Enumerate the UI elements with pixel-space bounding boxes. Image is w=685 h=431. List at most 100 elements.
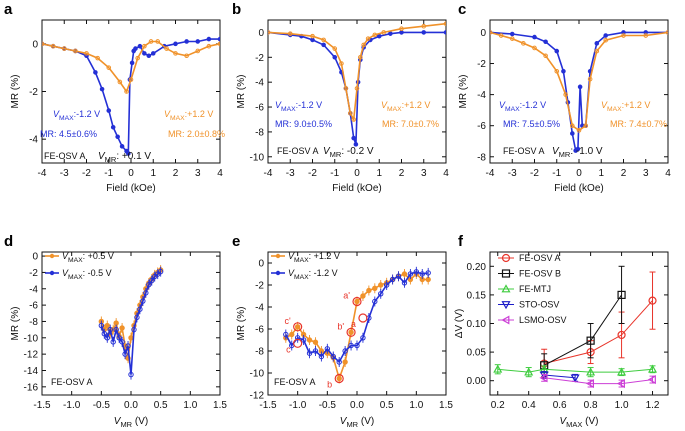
series-line-c-1 (490, 31, 668, 132)
y-tick-label: 0 (32, 252, 38, 263)
data-point (366, 287, 372, 294)
y-tick-label: -8 (255, 127, 264, 138)
y-axis-label-c: MR (%) (458, 75, 469, 109)
data-point (360, 335, 366, 341)
plot-area-f: 0.2 0.4 0.6 0.8 1.0 1.2 0.00 0.05 0.10 0.15 0.20 (467, 251, 669, 411)
data-point (330, 353, 336, 360)
x-tick-label: 0.8 (584, 400, 598, 411)
data-marker (586, 367, 596, 376)
data-point (421, 23, 427, 29)
data-point (113, 326, 119, 333)
data-point (50, 43, 56, 49)
data-point (300, 337, 307, 343)
y-tick-label: 0 (258, 259, 264, 270)
x-tick-label: 0.0 (124, 400, 138, 411)
data-point (115, 134, 120, 140)
data-marker (524, 367, 534, 376)
data-point (361, 42, 366, 48)
x-tick-label: 2 (399, 168, 405, 179)
data-point (294, 335, 301, 341)
data-point (570, 131, 575, 136)
annotation-a-2: VMAX:+1.2 V (164, 109, 213, 122)
x-axis-label-e: VMR (V) (340, 416, 374, 429)
series-group-f (493, 265, 658, 389)
x-tick-label: -1.0 (289, 400, 307, 411)
data-point (73, 48, 78, 54)
data-marker (493, 364, 503, 373)
data-point (413, 269, 420, 275)
y-tick-label: -12 (24, 350, 39, 361)
data-point (353, 142, 359, 147)
data-point (554, 68, 560, 74)
data-point (443, 30, 446, 35)
data-marker (648, 364, 658, 373)
data-point (150, 51, 156, 56)
y-tick-label: -8 (255, 347, 264, 358)
x-tick-label: -0.5 (93, 400, 111, 411)
annotation-c-1: MR: 7.5±0.5% (503, 119, 560, 129)
data-point (61, 46, 67, 51)
x-tick-label: 1.0 (615, 400, 629, 411)
data-marker (586, 336, 595, 345)
x-tick-label: 3 (643, 168, 649, 179)
x-tick-label: 4 (665, 168, 671, 179)
legend-entry-e-0: VMAX: +1.2 V (288, 251, 340, 264)
legend-entry-d-0: VMAX: +0.5 V (62, 251, 114, 264)
data-point (532, 45, 537, 51)
data-point (336, 359, 342, 365)
x-tick-label: 4 (443, 168, 449, 179)
data-point (184, 53, 189, 59)
x-tick-label: -2 (82, 168, 91, 179)
x-tick-label: 3 (195, 168, 201, 179)
y-tick-label: -6 (255, 103, 264, 114)
data-point (283, 331, 289, 338)
data-point (155, 39, 160, 44)
y-tick-label: -6 (29, 301, 38, 312)
series-group-b (268, 21, 446, 147)
annotation-b-5: VMR: -0.2 V (323, 146, 374, 159)
y-tick-label: -2 (477, 59, 486, 70)
legend-marker (501, 269, 511, 278)
x-axis-label-a: Field (kOe) (106, 183, 155, 194)
x-tick-label: 2 (621, 168, 627, 179)
data-point (164, 46, 169, 51)
data-point (106, 65, 112, 70)
x-tick-label: 1 (598, 168, 604, 179)
highlight-circle (352, 296, 362, 307)
panel-label-e: e (232, 233, 240, 250)
x-tick-label: 0.2 (491, 400, 505, 411)
y-tick-label: -10 (250, 369, 265, 380)
x-tick-label: 1.5 (213, 400, 227, 411)
x-tick-label: 0.5 (380, 400, 394, 411)
data-point (603, 33, 609, 38)
annotation-b-4: FE-OSV A (277, 146, 319, 156)
point-label-1: a (351, 319, 356, 329)
legend-entry-f-2: FE-MTJ (519, 284, 551, 294)
x-tick-label: -1 (104, 168, 113, 179)
data-point (351, 117, 356, 122)
legend-marker (275, 270, 281, 276)
data-point (133, 46, 138, 51)
plot-area-e: -1.5 -1.0 -0.5 0.0 0.5 1.0 1.5 0 -2 -4 -6 -8 -10 -12 (250, 251, 453, 411)
panel-label-d: d (4, 233, 13, 250)
series-line-f-2 (497, 368, 653, 373)
x-axis-label-d: VMR (V) (114, 416, 148, 429)
data-point (395, 273, 402, 279)
panel-label-b: b (232, 1, 241, 18)
data-point (116, 335, 122, 341)
data-point (217, 36, 220, 42)
y-tick-label: -4 (477, 90, 486, 101)
x-tick-label: -1 (330, 168, 339, 179)
data-point (343, 86, 349, 91)
data-point (348, 342, 354, 349)
data-point (117, 79, 123, 85)
data-marker (570, 374, 580, 383)
data-marker (539, 373, 548, 383)
data-point (101, 331, 108, 337)
x-tick-label: 3 (421, 168, 427, 179)
data-point (354, 86, 360, 91)
annotation-e-device: FE-OSV A (274, 377, 316, 387)
y-tick-label: 0.05 (467, 348, 487, 359)
x-tick-label: -4 (264, 168, 273, 179)
data-point (104, 335, 110, 341)
